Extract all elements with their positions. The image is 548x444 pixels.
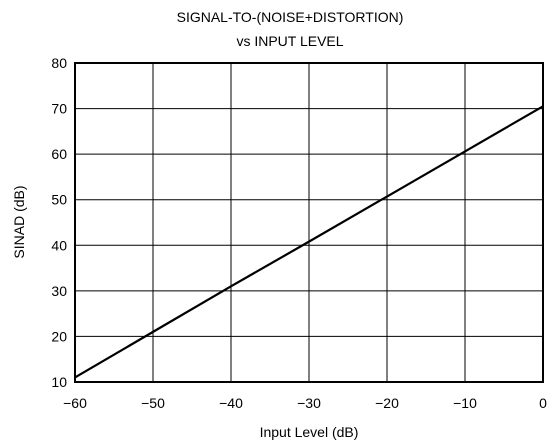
y-tick-label: 30: [51, 283, 67, 299]
y-tick-label: 60: [51, 146, 67, 162]
series-line-0: [74, 105, 544, 379]
y-tick-label: 20: [51, 328, 67, 344]
x-tick-label: −10: [453, 395, 477, 411]
x-tick-label: −50: [141, 395, 165, 411]
x-tick-label: −30: [297, 395, 321, 411]
y-tick-label: 40: [51, 237, 67, 253]
y-axis-ticks: 10 20 30 40 50 60 70 80: [51, 55, 67, 390]
y-tick-label: 50: [51, 192, 67, 208]
plot-frame: [74, 62, 544, 383]
y-axis-label: SINAD (dB): [11, 185, 27, 258]
chart-subtitle: vs INPUT LEVEL: [236, 33, 343, 49]
series-layer: [74, 105, 544, 379]
x-tick-label: −60: [63, 395, 87, 411]
y-tick-label: 80: [51, 55, 67, 71]
y-tick-label: 70: [51, 101, 67, 117]
grid: [74, 62, 544, 383]
x-tick-label: 0: [539, 395, 547, 411]
x-tick-label: −20: [375, 395, 399, 411]
x-axis-ticks: −60 −50 −40 −30 −20 −10 0: [63, 395, 547, 411]
x-tick-label: −40: [219, 395, 243, 411]
y-tick-label: 10: [51, 374, 67, 390]
x-axis-label: Input Level (dB): [260, 424, 359, 440]
chart-title: SIGNAL-TO-(NOISE+DISTORTION): [177, 9, 404, 25]
